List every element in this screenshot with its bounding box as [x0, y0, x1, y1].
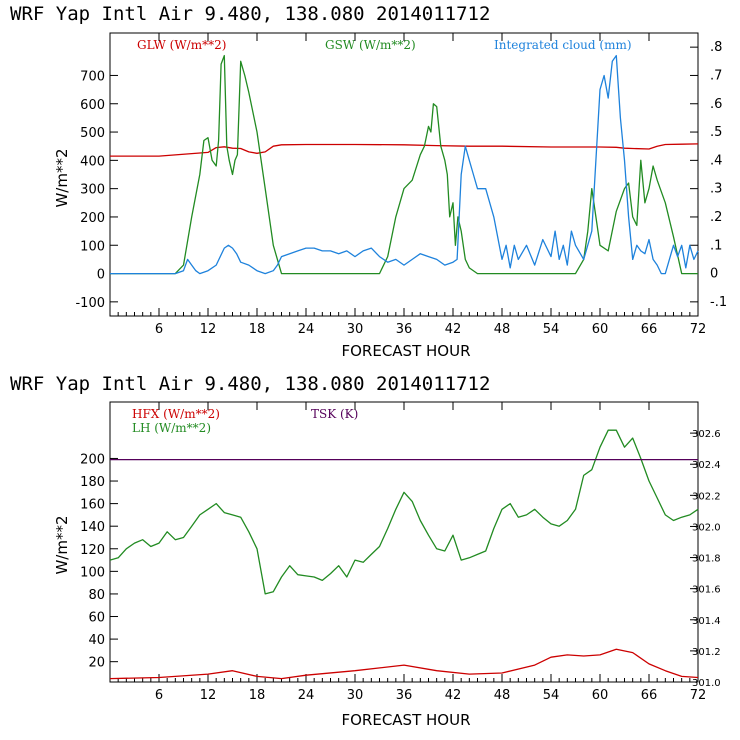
- series-line-1: [109, 648, 699, 680]
- y-tick-label: 200: [80, 211, 105, 226]
- y-tick-label: 200: [80, 452, 105, 467]
- y-tick-label: 300: [80, 183, 105, 198]
- y2-tick-label: .1: [710, 238, 722, 253]
- x-tick-label: 6: [155, 322, 163, 337]
- chart-1-legend-cloud: Integrated cloud (mm): [494, 38, 632, 52]
- y-tick-label: 80: [88, 588, 105, 603]
- chart-2-title: WRF Yap Intl Air 9.480, 138.080 20140117…: [10, 373, 490, 395]
- x-tick-label: 30: [347, 322, 364, 337]
- chart-1-x-axis-label: FORECAST HOUR: [341, 342, 470, 360]
- y2-tick-label: 0: [710, 267, 718, 282]
- x-tick-label: 54: [543, 688, 560, 703]
- y-tick-label: 120: [80, 543, 105, 558]
- x-tick-label: 12: [200, 688, 217, 703]
- y-tick-label: 0: [97, 268, 105, 283]
- y-tick-label: 160: [80, 498, 105, 513]
- y2-tick-label: 301.8: [692, 554, 721, 565]
- y-tick-label: 500: [80, 126, 105, 141]
- y-tick-label: 100: [80, 565, 105, 580]
- y2-tick-label: .2: [710, 210, 722, 225]
- y-tick-label: 100: [80, 239, 105, 254]
- x-tick-label: 60: [592, 322, 609, 337]
- x-tick-label: 6: [155, 688, 163, 703]
- x-tick-label: 48: [494, 688, 511, 703]
- x-tick-label: 72: [690, 688, 707, 703]
- x-tick-label: 72: [690, 322, 707, 337]
- y2-tick-label: .5: [710, 125, 722, 140]
- y2-tick-label: 301.4: [692, 616, 721, 627]
- series-line-1: [110, 143, 699, 157]
- x-tick-label: 24: [298, 322, 315, 337]
- x-tick-label: 48: [494, 322, 511, 337]
- y-tick-label: -100: [75, 296, 105, 311]
- y2-tick-label: 302.4: [692, 460, 721, 471]
- y2-tick-label: .4: [710, 153, 722, 168]
- y2-tick-label: .6: [710, 97, 722, 112]
- chart-1-y-axis-label: W/m**2: [53, 148, 71, 207]
- y2-tick-label: 301.6: [692, 585, 721, 596]
- chart-1-title: WRF Yap Intl Air 9.480, 138.080 20140117…: [10, 3, 490, 25]
- series-line-2: [110, 54, 698, 275]
- x-tick-label: 36: [396, 322, 413, 337]
- series-line-2: [109, 429, 699, 595]
- series-line-3: [110, 54, 699, 275]
- x-tick-label: 18: [249, 688, 266, 703]
- chart-1-legend-glw: GLW (W/m**2): [137, 38, 226, 52]
- y-tick-label: 600: [80, 98, 105, 113]
- y2-tick-label: .7: [710, 68, 722, 83]
- x-tick-label: 66: [641, 322, 658, 337]
- y-tick-label: 180: [80, 475, 105, 490]
- chart-1-legend-gsw: GSW (W/m**2): [325, 38, 416, 52]
- y2-tick-label: -.1: [710, 295, 727, 310]
- chart-2-x-axis-label: FORECAST HOUR: [341, 711, 470, 729]
- y2-tick-label: 302.6: [692, 429, 721, 440]
- y-tick-label: 20: [88, 656, 105, 671]
- x-tick-label: 36: [396, 688, 413, 703]
- y2-tick-label: 302.2: [692, 491, 721, 502]
- chart-2-legend-lh: LH (W/m**2): [132, 421, 211, 435]
- y2-tick-label: 302.0: [692, 522, 721, 533]
- x-tick-label: 60: [592, 688, 609, 703]
- y2-tick-label: 301.2: [692, 647, 721, 658]
- x-tick-label: 42: [445, 322, 462, 337]
- x-tick-label: 24: [298, 688, 315, 703]
- chart-2-plot-frame: [109, 401, 699, 683]
- x-tick-label: 54: [543, 322, 560, 337]
- y-tick-label: 140: [80, 520, 105, 535]
- y-tick-label: 60: [88, 611, 105, 626]
- x-tick-label: 42: [445, 688, 462, 703]
- x-tick-label: 18: [249, 322, 266, 337]
- chart-1-plot-frame: [109, 32, 699, 317]
- x-tick-label: 66: [641, 688, 658, 703]
- y-tick-label: 700: [80, 69, 105, 84]
- x-tick-label: 12: [200, 322, 217, 337]
- y2-tick-label: .8: [710, 40, 722, 55]
- y-tick-label: 40: [88, 633, 105, 648]
- y-tick-label: 400: [80, 154, 105, 169]
- x-tick-label: 30: [347, 688, 364, 703]
- chart-2-legend-hfx: HFX (W/m**2): [132, 407, 220, 421]
- y2-tick-label: .3: [710, 182, 722, 197]
- y2-tick-label: 301.0: [692, 678, 721, 689]
- chart-2-y-axis-label: W/m**2: [53, 515, 71, 574]
- chart-2-legend-tsk: TSK (K): [311, 407, 358, 421]
